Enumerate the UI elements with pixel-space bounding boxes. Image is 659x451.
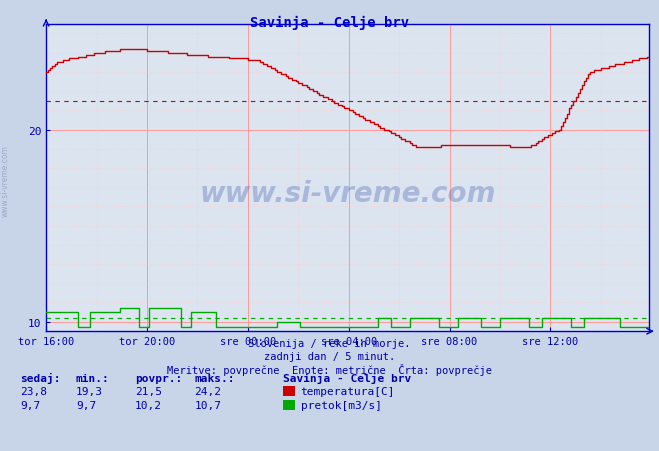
Text: Slovenija / reke in morje.: Slovenija / reke in morje. (248, 338, 411, 348)
Text: Meritve: povprečne  Enote: metrične  Črta: povprečje: Meritve: povprečne Enote: metrične Črta:… (167, 364, 492, 376)
Text: 19,3: 19,3 (76, 387, 103, 396)
Text: zadnji dan / 5 minut.: zadnji dan / 5 minut. (264, 351, 395, 361)
Text: pretok[m3/s]: pretok[m3/s] (301, 400, 382, 410)
Text: 23,8: 23,8 (20, 387, 47, 396)
Text: www.si-vreme.com: www.si-vreme.com (1, 144, 10, 216)
Text: 9,7: 9,7 (20, 400, 40, 410)
Text: www.si-vreme.com: www.si-vreme.com (200, 179, 496, 207)
Text: Savinja - Celje brv: Savinja - Celje brv (283, 372, 412, 383)
Text: maks.:: maks.: (194, 373, 235, 383)
Text: temperatura[C]: temperatura[C] (301, 387, 395, 396)
Text: 10,2: 10,2 (135, 400, 162, 410)
Text: 9,7: 9,7 (76, 400, 96, 410)
Text: min.:: min.: (76, 373, 109, 383)
Text: sedaj:: sedaj: (20, 372, 60, 383)
Text: 21,5: 21,5 (135, 387, 162, 396)
Text: Savinja - Celje brv: Savinja - Celje brv (250, 16, 409, 30)
Text: 24,2: 24,2 (194, 387, 221, 396)
Text: 10,7: 10,7 (194, 400, 221, 410)
Text: povpr.:: povpr.: (135, 373, 183, 383)
